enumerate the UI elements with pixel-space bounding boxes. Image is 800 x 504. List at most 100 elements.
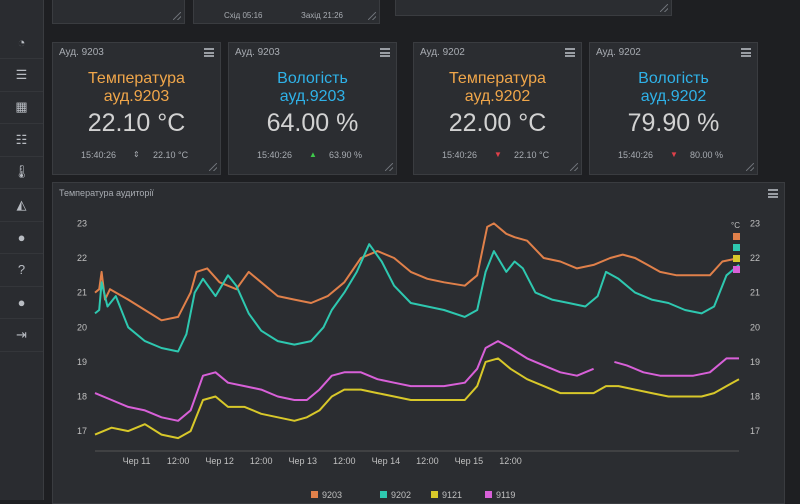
sidebar-item[interactable]: ◭ <box>0 189 43 222</box>
card-title-line1: Температура <box>88 70 185 87</box>
y-tick-label-left: 17 <box>77 426 87 436</box>
card-value: 64.00 % <box>266 109 359 137</box>
help-icon: ? <box>17 262 26 277</box>
x-tick-label: Чер 14 <box>372 456 401 466</box>
sidebar-item[interactable]: ? <box>0 254 43 287</box>
sidebar-item[interactable]: ☰ <box>0 59 43 92</box>
resize-handle[interactable] <box>385 163 393 171</box>
card-value: 79.90 % <box>627 109 720 137</box>
card-menu-icon[interactable] <box>741 48 751 57</box>
logout-icon: ⇥ <box>16 326 27 342</box>
sensor-card: Ауд. 9203 Вологість ауд.9203 64.00 % 15:40:2… <box>228 42 397 175</box>
card-menu-icon[interactable] <box>565 48 575 57</box>
rss-icon: ☰ <box>15 66 28 82</box>
y-tick-label-left: 21 <box>77 288 87 298</box>
legend-label-9202[interactable]: 9202 <box>391 490 411 500</box>
card-title: Температура ауд.9203 <box>53 70 220 106</box>
x-tick-label: 12:00 <box>499 456 522 466</box>
y-tick-label-right: 19 <box>750 357 760 367</box>
chat-icon: ● <box>17 229 26 245</box>
series-swatch <box>733 244 740 251</box>
card-header: Ауд. 9202 <box>420 47 465 58</box>
sidebar-item[interactable]: ◔ <box>0 26 43 59</box>
card-previous-value: 80.00 % <box>690 150 724 160</box>
series-line-9202[interactable] <box>94 243 740 353</box>
y-tick-label-right: 17 <box>750 426 760 436</box>
card-header: Ауд. 9202 <box>596 47 641 58</box>
sidebar-item[interactable]: ☷ <box>0 124 43 157</box>
resize-handle[interactable] <box>570 163 578 171</box>
trend-up-icon: ▲ <box>309 150 317 159</box>
x-tick-label: 12:00 <box>333 456 356 466</box>
series-swatch <box>733 233 740 240</box>
x-tick-label: Чер 12 <box>205 456 234 466</box>
x-tick-label: 12:00 <box>250 456 273 466</box>
y-tick-label-right: 23 <box>750 218 760 228</box>
card-title: Температура ауд.9202 <box>414 70 581 106</box>
sidebar-item[interactable]: ● <box>0 221 43 254</box>
card-timestamp: 15:40:26 <box>257 150 293 160</box>
legend-swatch[interactable] <box>431 491 438 498</box>
thermometer-icon: 🌡 <box>13 164 30 179</box>
chart-title: Температура аудиторії <box>59 188 154 198</box>
x-tick-label: Чер 15 <box>455 456 484 466</box>
legend-label-9203[interactable]: 9203 <box>322 490 342 500</box>
card-title-line2: ауд.9202 <box>464 88 531 105</box>
chart-menu-icon[interactable] <box>768 189 778 198</box>
sidebar-item[interactable]: ⇥ <box>0 319 43 352</box>
x-tick-label: Чер 11 <box>123 456 151 466</box>
series-swatch <box>733 255 740 262</box>
card-title-line1: Вологість <box>277 70 348 87</box>
sidebar-item[interactable]: ▦ <box>0 91 43 124</box>
series-line-9119[interactable] <box>94 340 739 422</box>
y-tick-label-left: 22 <box>77 253 87 263</box>
x-tick-label: Чер 13 <box>288 456 317 466</box>
card-title: Вологість ауд.9203 <box>229 70 396 106</box>
top-card-3 <box>395 0 672 16</box>
card-title-line1: Температура <box>449 70 546 87</box>
line-chart[interactable]: 23 23 22 22 21 21 20 20 19 19 18 18 17 17 °C Чер 11 12:0… <box>53 183 784 503</box>
legend-swatch[interactable] <box>485 491 492 498</box>
trend-down-icon: ▼ <box>494 150 502 159</box>
resize-handle[interactable] <box>746 163 754 171</box>
y-tick-label-right: 21 <box>750 288 760 298</box>
card-previous-value: 22.10 °C <box>153 150 189 160</box>
card-title-line1: Вологість <box>638 70 709 87</box>
card-value: 22.10 °C <box>87 109 186 137</box>
card-value: 22.00 °C <box>448 109 547 137</box>
card-header: Ауд. 9203 <box>59 47 104 58</box>
x-tick-label: 12:00 <box>416 456 439 466</box>
dashboard-icon: ◔ <box>17 34 26 50</box>
legend-swatch[interactable] <box>311 491 318 498</box>
sunset-label: Захід 21:26 <box>301 11 343 20</box>
sidebar-item[interactable]: 🌡 <box>0 156 43 189</box>
calculator-icon: ▦ <box>15 99 28 114</box>
y-tick-label-left: 23 <box>77 218 87 228</box>
card-previous-value: 22.10 °C <box>514 150 550 160</box>
resize-handle[interactable] <box>368 12 376 20</box>
sidebar: ◔ ☰ ▦ ☷ 🌡 ◭ ●? ● ⇥ <box>0 0 44 500</box>
y-tick-label-left: 19 <box>77 357 87 367</box>
card-menu-icon[interactable] <box>380 48 390 57</box>
resize-handle[interactable] <box>660 4 668 12</box>
legend-label-9121[interactable]: 9121 <box>442 490 462 500</box>
y-tick-label-right: 20 <box>750 322 760 332</box>
series-line-9203[interactable] <box>94 222 740 322</box>
series-swatch <box>733 266 740 273</box>
series-line-9121[interactable] <box>94 357 740 440</box>
legend-swatch[interactable] <box>380 491 387 498</box>
sensor-card: Ауд. 9202 Вологість ауд.9202 79.90 % 15:40:2… <box>589 42 758 175</box>
card-timestamp: 15:40:26 <box>81 150 117 160</box>
y-tick-label-right: 18 <box>750 392 760 402</box>
resize-handle[interactable] <box>209 163 217 171</box>
resize-handle[interactable] <box>173 12 181 20</box>
sensor-card: Ауд. 9203 Температура ауд.9203 22.10 °C 15:4… <box>52 42 221 175</box>
y-tick-label-left: 20 <box>77 322 87 332</box>
card-menu-icon[interactable] <box>204 48 214 57</box>
unit-label: °C <box>731 221 740 230</box>
x-tick-label: 12:00 <box>167 456 190 466</box>
sensor-card: Ауд. 9202 Температура ауд.9202 22.00 °C 15:4… <box>413 42 582 175</box>
sidebar-item[interactable]: ● <box>0 286 43 319</box>
legend-label-9119[interactable]: 9119 <box>496 490 515 500</box>
card-title: Вологість ауд.9202 <box>590 70 757 106</box>
